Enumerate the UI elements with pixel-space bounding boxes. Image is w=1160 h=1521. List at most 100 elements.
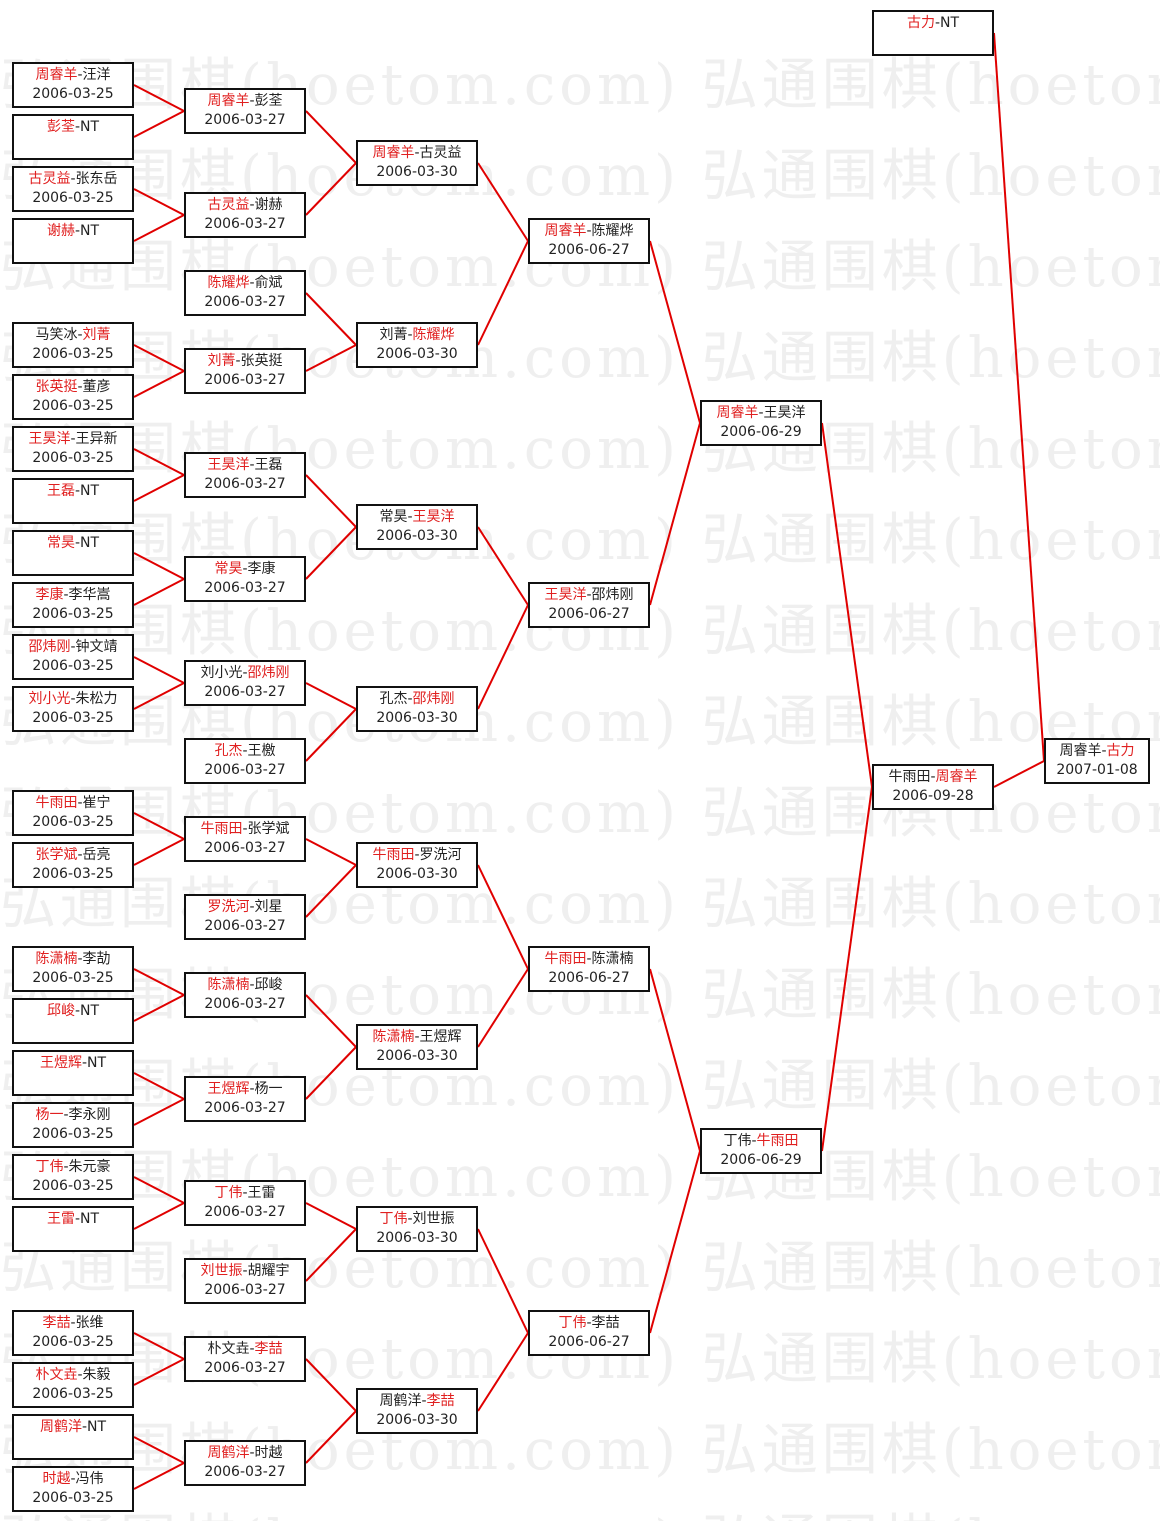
player-1: 王煜辉: [207, 1081, 250, 1097]
match-box: 王磊-NT: [12, 478, 134, 524]
player-1: 古灵益: [28, 171, 71, 187]
player-1: 周鹤洋: [379, 1393, 422, 1409]
player-2: NT: [80, 223, 100, 239]
match-box: 常昊-李康 2006-03-27: [184, 556, 306, 602]
match-date: 2006-03-27: [204, 918, 286, 934]
player-1: 丁伟: [379, 1211, 408, 1227]
match-date: 2006-03-27: [204, 1282, 286, 1298]
bracket-connector: [477, 1332, 529, 1412]
match-date: 2006-03-30: [376, 164, 458, 180]
match-players: 李康-李华嵩: [14, 586, 132, 605]
bracket-connector: [133, 474, 185, 502]
player-2: 岳亮: [82, 847, 111, 863]
match-date: 2006-03-27: [204, 1100, 286, 1116]
player-1: 孔杰: [379, 691, 408, 707]
bracket-connector: [133, 214, 185, 242]
bracket-connector: [477, 604, 529, 710]
match-box: 时越-冯伟 2006-03-25: [12, 1466, 134, 1512]
bracket-connector: [305, 344, 357, 372]
separator: -: [70, 171, 76, 187]
bracket-connector: [133, 448, 185, 476]
bracket-connector: [133, 110, 185, 138]
separator: -: [407, 691, 413, 707]
player-2: 王煜辉: [419, 1029, 462, 1045]
player-2: NT: [80, 119, 100, 135]
match-box: 丁伟-李喆 2006-06-27: [528, 1310, 650, 1356]
match-box: 周睿羊-古灵益 2006-03-30: [356, 140, 478, 186]
separator: -: [77, 67, 83, 83]
player-1: 邵炜刚: [28, 639, 71, 655]
match-players: 常昊-NT: [14, 534, 132, 553]
player-2: 王磊: [254, 457, 283, 473]
match-players: 王煜辉-杨一: [186, 1080, 304, 1099]
bracket-connector: [133, 682, 185, 710]
separator: -: [751, 1133, 757, 1149]
match-players: 谢赫-NT: [14, 222, 132, 241]
match-players: 刘世振-胡耀宇: [186, 1262, 304, 1281]
player-2: 李康: [247, 561, 276, 577]
bracket-connector: [133, 812, 185, 840]
separator: -: [77, 327, 83, 343]
match-players: 丁伟-朱元豪: [14, 1158, 132, 1177]
match-players: 朴文垚-李喆: [186, 1340, 304, 1359]
separator: -: [242, 665, 248, 681]
bracket-connector: [133, 838, 185, 866]
bracket-connector: [993, 760, 1045, 788]
match-date: 2006-03-30: [376, 866, 458, 882]
bracket-connector: [133, 1436, 185, 1464]
player-1: 周睿羊: [1059, 743, 1102, 759]
bracket-connector: [133, 84, 185, 112]
match-players: 丁伟-王雷: [186, 1184, 304, 1203]
player-1: 古力: [906, 15, 935, 31]
player-1: 罗洗河: [207, 899, 250, 915]
bracket-connector: [305, 474, 357, 528]
match-players: 邵炜刚-钟文靖: [14, 638, 132, 657]
separator: -: [249, 1081, 255, 1097]
match-date: 2006-06-27: [548, 970, 630, 986]
player-1: 丁伟: [35, 1159, 64, 1175]
bracket-connector: [477, 864, 529, 970]
player-2: 王异新: [75, 431, 118, 447]
match-box: 张英挺-董彦 2006-03-25: [12, 374, 134, 420]
match-players: 周睿羊-古力: [1046, 742, 1148, 761]
bracket-connector: [821, 786, 873, 1152]
player-1: 邱峻: [46, 1003, 75, 1019]
match-players: 周睿羊-陈耀烨: [530, 222, 648, 241]
bracket-connector: [477, 526, 529, 606]
match-box: 刘小光-朱松力 2006-03-25: [12, 686, 134, 732]
match-box: 刘小光-邵炜刚 2006-03-27: [184, 660, 306, 706]
player-1: 刘菁: [379, 327, 408, 343]
match-date: 2006-03-30: [376, 710, 458, 726]
match-date: 2006-03-25: [32, 606, 114, 622]
bracket-connector: [133, 994, 185, 1022]
separator: -: [74, 535, 81, 551]
separator: -: [249, 1341, 255, 1357]
separator: -: [77, 847, 83, 863]
match-players: 刘菁-陈耀烨: [358, 326, 476, 345]
match-date: 2006-03-25: [32, 346, 114, 362]
player-1: 牛雨田: [200, 821, 243, 837]
separator: -: [81, 1055, 88, 1071]
match-box: 周睿羊-彭荃 2006-03-27: [184, 88, 306, 134]
match-date: 2006-03-27: [204, 1204, 286, 1220]
player-2: 邵炜刚: [591, 587, 634, 603]
bracket-connector: [477, 1228, 529, 1334]
match-date: 2006-03-30: [376, 1048, 458, 1064]
player-2: 刘菁: [82, 327, 111, 343]
player-1: 古灵益: [207, 197, 250, 213]
match-players: 孔杰-王檄: [186, 742, 304, 761]
player-2: 陈潇楠: [591, 951, 634, 967]
player-1: 杨一: [35, 1107, 64, 1123]
separator: -: [249, 93, 255, 109]
player-2: 周睿羊: [935, 769, 978, 785]
player-2: 张英挺: [240, 353, 283, 369]
player-2: 李劼: [82, 951, 111, 967]
player-2: NT: [80, 1211, 100, 1227]
player-2: 王檄: [247, 743, 276, 759]
match-box: 孔杰-邵炜刚 2006-03-30: [356, 686, 478, 732]
separator: -: [407, 327, 413, 343]
player-1: 常昊: [46, 535, 75, 551]
bracket-connector: [305, 708, 357, 762]
player-1: 周睿羊: [207, 93, 250, 109]
player-1: 王煜辉: [39, 1055, 82, 1071]
